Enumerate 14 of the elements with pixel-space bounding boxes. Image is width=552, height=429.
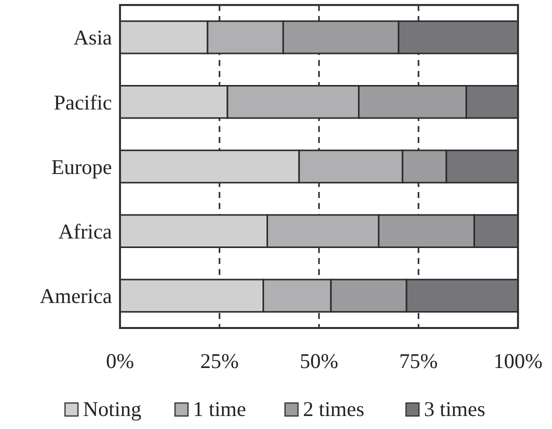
y-tick-label: Europe [51, 154, 112, 179]
legend-label: 2 times [303, 397, 364, 421]
x-tick-label: 75% [399, 349, 438, 373]
y-tick-label: Africa [58, 219, 113, 244]
x-tick-label: 100% [494, 349, 542, 373]
legend-label: Noting [83, 397, 142, 421]
y-tick-label: Asia [74, 26, 113, 50]
legend-label: 3 times [424, 397, 486, 421]
legend-label: 1 time [193, 397, 246, 421]
y-tick-label: America [40, 284, 113, 308]
x-tick-label: 50% [300, 349, 338, 373]
x-tick-label: 25% [200, 349, 239, 373]
x-tick-label: 0% [106, 349, 134, 373]
y-tick-label: Pacific [54, 90, 112, 114]
